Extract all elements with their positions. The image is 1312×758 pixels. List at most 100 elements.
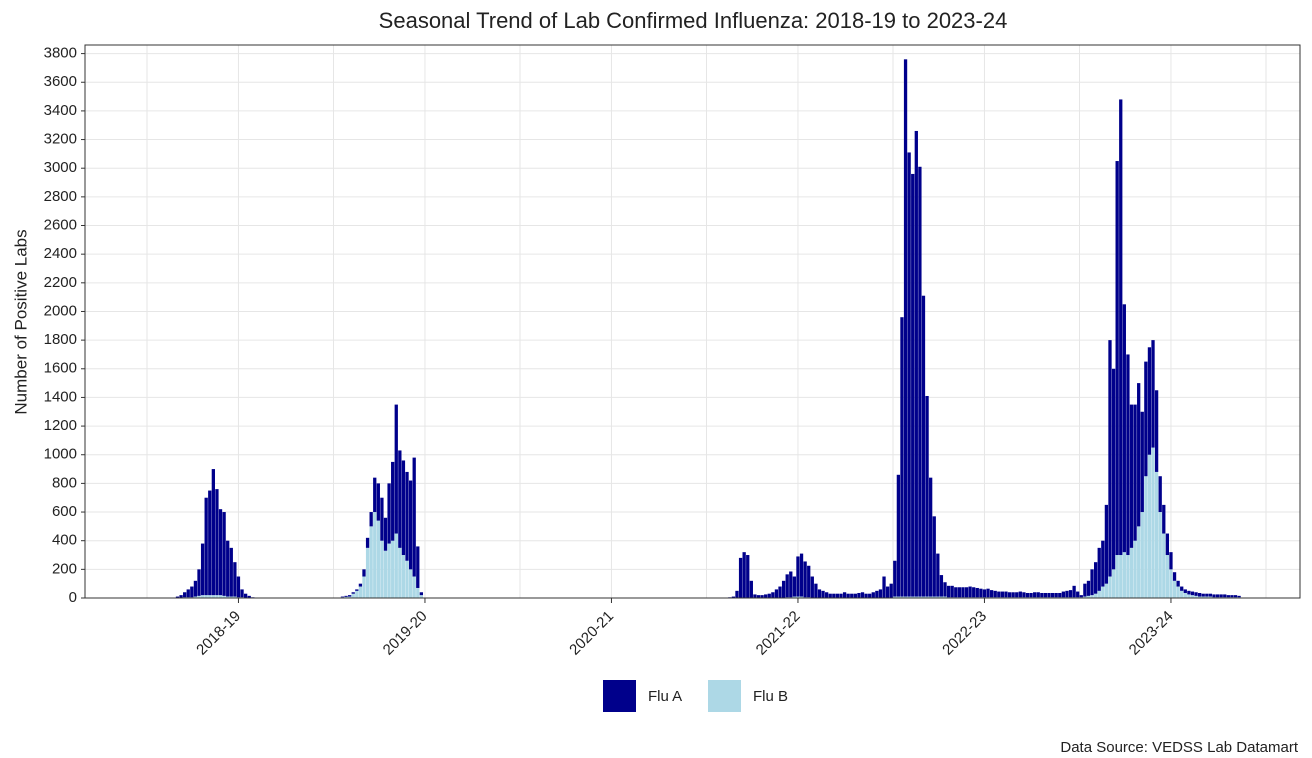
bar-segment bbox=[1129, 547, 1134, 598]
bar-segment bbox=[405, 471, 409, 561]
bar-segment bbox=[1215, 594, 1220, 598]
bar-segment bbox=[1065, 590, 1069, 598]
bar-segment bbox=[1072, 585, 1076, 598]
bar-segment bbox=[1151, 340, 1155, 448]
bar-segment bbox=[771, 592, 775, 598]
bar-segment bbox=[903, 596, 908, 598]
bar-segment bbox=[936, 596, 940, 598]
bar-segment bbox=[925, 596, 929, 598]
bar-segment bbox=[835, 593, 840, 598]
bar-segment bbox=[383, 517, 388, 551]
bar-segment bbox=[825, 592, 829, 598]
bar-segment bbox=[1029, 592, 1033, 598]
bar-segment bbox=[362, 569, 366, 577]
bar-segment bbox=[365, 547, 370, 598]
bar-segment bbox=[1129, 404, 1134, 548]
bar-segment bbox=[1165, 555, 1170, 598]
y-tick-label: 2000 bbox=[44, 302, 77, 319]
bar-segment bbox=[1205, 593, 1209, 597]
bar-segment bbox=[756, 595, 761, 598]
bar-segment bbox=[1230, 595, 1234, 598]
bar-segment bbox=[796, 556, 800, 597]
bar-segment bbox=[204, 595, 208, 598]
bar-segment bbox=[1180, 586, 1184, 591]
bar-segment bbox=[968, 586, 972, 598]
bar-segment bbox=[918, 166, 922, 597]
bar-segment bbox=[365, 537, 370, 548]
bar-segment bbox=[229, 547, 233, 597]
bar-segment bbox=[355, 590, 359, 598]
bar-segment bbox=[911, 173, 915, 597]
y-tick-label: 1000 bbox=[44, 446, 77, 463]
bar-segment bbox=[1190, 591, 1195, 596]
x-tick-label: 2020-21 bbox=[566, 608, 617, 659]
bar-segment bbox=[753, 594, 757, 598]
bar-segment bbox=[358, 583, 363, 587]
bar-segment bbox=[236, 576, 241, 598]
bar-segment bbox=[896, 596, 901, 598]
bar-segment bbox=[936, 553, 940, 597]
bar-segment bbox=[896, 474, 901, 597]
bar-segment bbox=[369, 526, 373, 598]
bar-segment bbox=[950, 585, 954, 598]
bar-segment bbox=[1176, 580, 1180, 587]
bar-segment bbox=[179, 595, 183, 598]
bar-segment bbox=[387, 483, 391, 544]
bar-segment bbox=[986, 588, 990, 598]
bar-segment bbox=[792, 576, 797, 597]
bar-segment bbox=[211, 595, 215, 598]
bar-segment bbox=[781, 580, 786, 598]
bar-segment bbox=[893, 596, 897, 598]
bar-segment bbox=[878, 589, 883, 598]
bar-segment bbox=[1022, 592, 1026, 598]
bar-segment bbox=[1147, 454, 1152, 598]
x-tick-label: 2021-22 bbox=[753, 608, 804, 659]
bar-segment bbox=[376, 520, 380, 598]
bar-segment bbox=[1147, 347, 1152, 455]
bar-segment bbox=[903, 59, 908, 597]
bar-segment bbox=[175, 596, 180, 598]
plot-background bbox=[85, 45, 1300, 598]
bar-segment bbox=[735, 590, 739, 598]
bar-segment bbox=[383, 550, 388, 598]
source-note: Data Source: VEDSS Lab Datamart bbox=[1060, 739, 1298, 756]
bar-segment bbox=[907, 152, 911, 597]
bar-segment bbox=[408, 569, 413, 598]
bar-segment bbox=[1154, 471, 1159, 598]
bar-segment bbox=[993, 590, 997, 598]
bar-segment bbox=[839, 593, 843, 598]
x-tick-label: 2023-24 bbox=[1126, 608, 1177, 659]
y-tick-label: 3600 bbox=[44, 73, 77, 90]
y-tick-label: 800 bbox=[52, 474, 77, 491]
bar-segment bbox=[1226, 595, 1230, 598]
bar-segment bbox=[864, 593, 868, 598]
chart-title: Seasonal Trend of Lab Confirmed Influenz… bbox=[379, 8, 1008, 33]
bar-segment bbox=[373, 512, 377, 598]
bar-segment bbox=[1137, 526, 1141, 598]
bar-segment bbox=[208, 490, 212, 596]
bar-segment bbox=[1122, 304, 1126, 553]
bar-segment bbox=[197, 569, 201, 596]
bar-segment bbox=[1061, 591, 1066, 598]
bar-segment bbox=[943, 582, 947, 597]
bar-segment bbox=[925, 395, 929, 597]
bar-segment bbox=[796, 596, 800, 598]
bar-segment bbox=[419, 595, 424, 598]
bar-segment bbox=[1169, 552, 1173, 570]
bar-segment bbox=[200, 595, 205, 598]
bar-segment bbox=[1158, 512, 1162, 598]
bar-segment bbox=[799, 553, 804, 597]
bar-segment bbox=[1158, 476, 1162, 513]
bar-segment bbox=[376, 483, 380, 521]
bar-segment bbox=[226, 596, 230, 598]
bar-segment bbox=[351, 593, 355, 598]
bar-segment bbox=[939, 596, 944, 598]
bar-segment bbox=[1054, 592, 1058, 598]
bar-segment bbox=[373, 477, 377, 513]
bar-segment bbox=[419, 592, 424, 596]
y-tick-label: 3200 bbox=[44, 131, 77, 148]
bar-segment bbox=[1154, 390, 1159, 472]
bar-segment bbox=[347, 596, 352, 598]
bar-segment bbox=[398, 547, 402, 598]
